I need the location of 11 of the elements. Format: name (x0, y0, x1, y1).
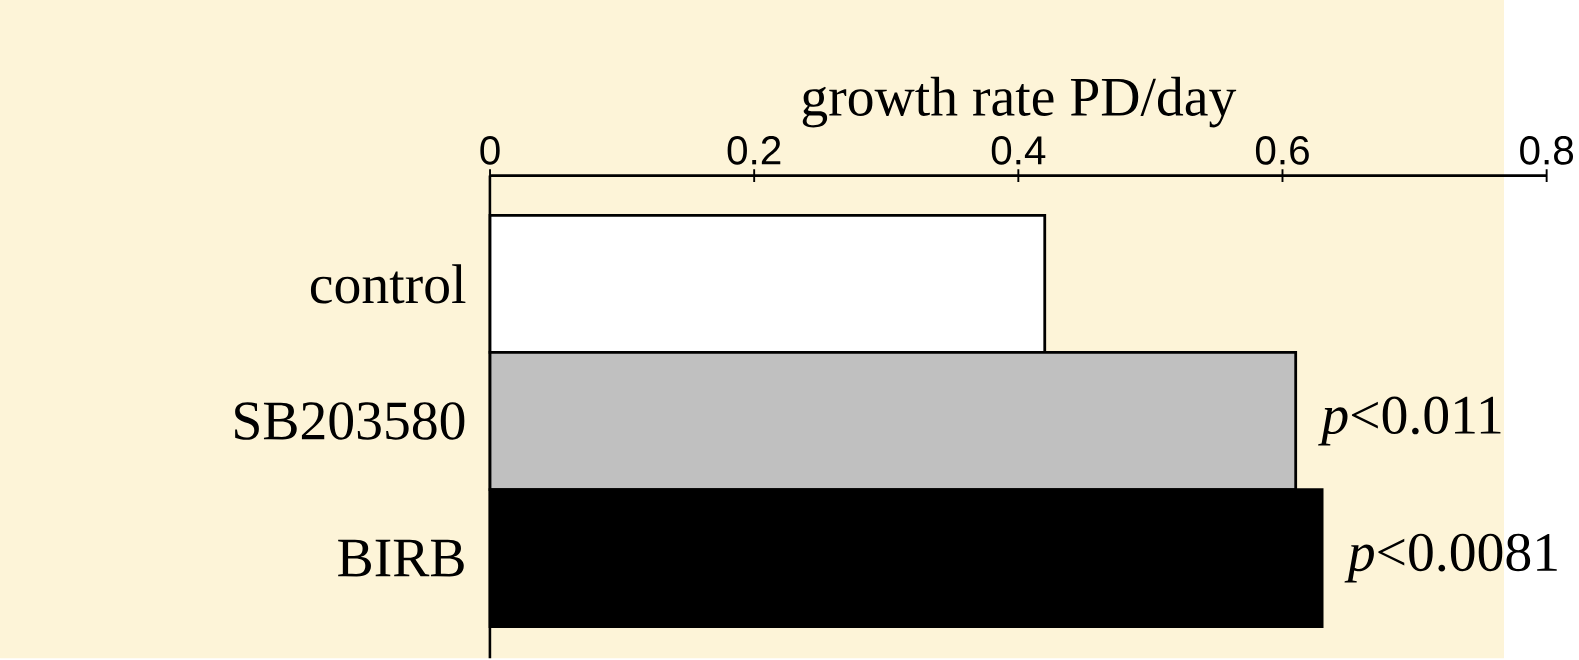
x-tick-label: 0.4 (991, 136, 1046, 165)
annotation: p<0.0081 (1344, 533, 1557, 583)
y-tick-label: BIRB (338, 539, 464, 577)
x-tick-label: 0 (480, 136, 500, 165)
x-tick-label: 0.2 (727, 136, 781, 165)
y-tick-label: control (310, 264, 466, 304)
x-tick-label: 0.6 (1255, 136, 1309, 165)
x-axis-title: growth rate PD/day (802, 76, 1237, 128)
y-tick-label: SB203580 (235, 402, 465, 440)
x-tick-label: 0.8 (1520, 136, 1574, 165)
annotation: p<0.011 (1318, 396, 1501, 446)
